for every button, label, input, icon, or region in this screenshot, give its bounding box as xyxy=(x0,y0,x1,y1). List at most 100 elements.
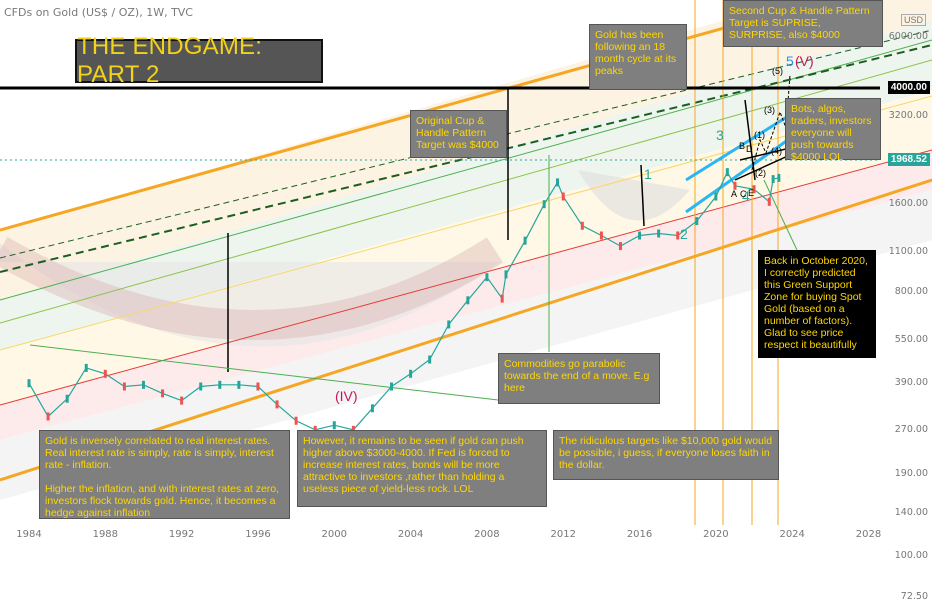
x-tick-label: 2024 xyxy=(779,529,805,540)
price-candle-7 xyxy=(161,389,165,398)
wave-label-sub-4: (4) xyxy=(771,146,782,156)
wave-label-sub-3: (3) xyxy=(764,105,775,115)
note-however: However, it remains to be seen if gold c… xyxy=(297,430,547,507)
cup2-rim xyxy=(640,164,645,227)
price-candle-21 xyxy=(428,355,432,364)
note-october-2020: Back in October 2020, I correctly predic… xyxy=(758,250,876,358)
x-tick-label: 2012 xyxy=(550,529,576,540)
channel-line-red xyxy=(0,149,932,406)
channel-band-bottom xyxy=(0,190,932,500)
chart-title-box: THE ENDGAME: PART 2 xyxy=(75,33,323,88)
y-tick-label: 100.00 xyxy=(894,549,928,561)
triangle-line-2 xyxy=(734,154,791,181)
price-candle-22 xyxy=(447,320,451,329)
price-candle-26 xyxy=(504,270,508,279)
arrow-october xyxy=(763,179,798,251)
price-candle-24 xyxy=(485,273,489,282)
arrow-support-trend xyxy=(29,344,499,401)
x-tick-label: 1992 xyxy=(168,529,195,540)
x-tick-label: 1984 xyxy=(16,529,42,540)
price-candle-41 xyxy=(752,185,756,194)
support-line-upper xyxy=(685,113,791,182)
price-candle-11 xyxy=(237,380,241,389)
price-candle-18 xyxy=(370,404,374,413)
price-candle-12 xyxy=(256,382,260,391)
y-tick-label: 270.00 xyxy=(894,423,928,435)
channel-midline-dashed xyxy=(0,44,932,273)
x-tick-label: 2020 xyxy=(703,529,729,540)
y-tick-label: 6000.00 xyxy=(888,30,928,42)
x-tick-label: 1988 xyxy=(92,529,119,540)
currency-label[interactable]: USD xyxy=(900,14,926,26)
price-candle-40 xyxy=(733,181,737,190)
price-candle-25 xyxy=(500,294,504,303)
cup-shape-1-red xyxy=(0,237,504,340)
wave-label-a: A xyxy=(731,189,738,199)
price-candle-37 xyxy=(695,217,699,226)
wave-label-c: C xyxy=(740,189,747,199)
y-tick-label: 800.00 xyxy=(894,286,928,298)
y-tick-label: 72.50 xyxy=(900,590,928,602)
price-candle-3 xyxy=(84,363,88,372)
price-candle-27 xyxy=(523,236,527,245)
price-chart xyxy=(0,0,932,525)
y-tick-label: 1100.00 xyxy=(888,245,928,257)
price-candle-34 xyxy=(638,231,642,240)
wave-label-1: 1 xyxy=(644,166,652,182)
y-tick-label: 390.00 xyxy=(894,377,928,389)
price-candle-28 xyxy=(542,200,546,209)
x-tick-label: 2016 xyxy=(626,529,653,540)
x-tick-label: 2008 xyxy=(474,529,500,540)
target-price-tag: 4000.00 xyxy=(887,81,930,94)
price-candle-33 xyxy=(618,242,622,251)
wave-label-b: B xyxy=(739,141,746,151)
price-candle-36 xyxy=(676,231,680,240)
note-second-cup: Second Cup & Handle Pattern Target is SU… xyxy=(723,0,883,47)
price-candle-1 xyxy=(46,412,50,421)
triangle-line-1 xyxy=(739,147,791,161)
note-ridiculous: The ridiculous targets like $10,000 gold… xyxy=(553,430,779,480)
wave-label-sub-2: (2) xyxy=(755,168,766,178)
note-bots: Bots, algos, traders, investors everyone… xyxy=(785,98,881,163)
channel-band-lower xyxy=(0,150,932,440)
note-gold-interest: Gold is inversely correlated to real int… xyxy=(39,430,290,519)
price-candle-20 xyxy=(409,369,413,378)
triangle-line-3 xyxy=(744,99,756,181)
y-tick-label: 1600.00 xyxy=(888,198,928,210)
price-candle-29 xyxy=(556,178,560,187)
current-price-tag: 1968.52 xyxy=(887,153,930,166)
price-candle-30 xyxy=(561,192,565,201)
chart-title: THE ENDGAME: PART 2 xyxy=(77,33,263,88)
price-candle-5 xyxy=(122,382,126,391)
price-candle-35 xyxy=(657,229,661,238)
cup-shape-2 xyxy=(578,170,690,221)
price-candle-14 xyxy=(294,416,298,425)
price-candle-8 xyxy=(180,396,184,405)
wave-label-3: 3 xyxy=(716,127,724,143)
price-candle-17 xyxy=(351,425,355,434)
price-candle-16 xyxy=(332,421,336,430)
wave-label-4: 4 xyxy=(742,188,750,204)
x-tick-label: 2028 xyxy=(855,529,882,540)
price-candle-31 xyxy=(580,221,584,230)
note-original-cup: Original Cup & Handle Pattern Target was… xyxy=(410,110,507,158)
wave-label-d: D xyxy=(746,144,753,154)
price-candle-19 xyxy=(390,382,394,391)
x-tick-label: 2004 xyxy=(397,529,424,540)
price-candle-4 xyxy=(103,369,107,378)
symbol-header: CFDs on Gold (US$ / OZ), 1W, TVC xyxy=(4,6,193,19)
price-candle-38 xyxy=(714,192,718,201)
channel-line-yellow xyxy=(0,95,932,351)
wave-label-sub-5: (5) xyxy=(772,66,783,76)
wave-label-5: 5 xyxy=(786,53,794,69)
y-tick-label: 190.00 xyxy=(894,468,928,480)
support-line-lower xyxy=(685,135,793,214)
projection-path xyxy=(751,74,791,171)
note-gold-cycle: Gold has been following an 18 month cycl… xyxy=(589,24,687,90)
y-tick-label: 550.00 xyxy=(894,333,928,345)
price-candle-32 xyxy=(599,231,603,240)
wave-label-IV: (IV) xyxy=(335,388,358,404)
wave-label-V: (V) xyxy=(795,53,814,69)
x-tick-label: 1996 xyxy=(245,529,271,540)
price-candle-9 xyxy=(199,382,203,391)
